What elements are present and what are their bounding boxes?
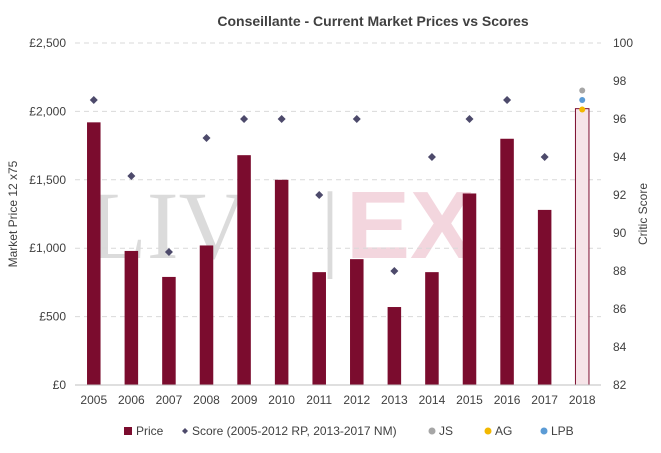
y2-tick-label: 92 xyxy=(613,188,627,202)
x-tick-label: 2013 xyxy=(381,393,408,407)
score-markers xyxy=(89,87,586,275)
price-bar-estimate xyxy=(574,108,590,386)
y-axis-label: Market Price 12 x75 xyxy=(6,160,20,267)
score-dot-ag xyxy=(579,106,586,113)
x-tick-label: 2007 xyxy=(156,393,183,407)
legend-label: AG xyxy=(495,424,512,438)
chart-title: Conseillante - Current Market Prices vs … xyxy=(217,13,528,29)
price-bar xyxy=(87,122,101,386)
price-bar xyxy=(274,179,289,385)
price-bars xyxy=(87,108,590,386)
legend-swatch-ag xyxy=(484,427,492,435)
y2-tick-label: 82 xyxy=(613,378,627,392)
x-tick-label: 2005 xyxy=(80,393,107,407)
price-bar xyxy=(462,193,477,385)
x-tick-label: 2015 xyxy=(456,393,483,407)
y2-tick-label: 98 xyxy=(613,74,627,88)
price-bar xyxy=(124,250,139,385)
price-bar xyxy=(387,307,402,385)
y-tick-label: £1,000 xyxy=(29,241,66,255)
legend-swatch-score xyxy=(182,428,188,434)
y2-tick-label: 90 xyxy=(613,226,627,240)
legend-swatch-lpb xyxy=(540,427,548,435)
legend-label: Score (2005-2012 RP, 2013-2017 NM) xyxy=(192,424,397,438)
score-marker xyxy=(127,172,136,180)
y-axis-right: 82 84 86 88 90 92 94 96 98 100 xyxy=(613,36,633,392)
y-axis-left: £0 £500 £1,000 £1,500 £2,000 £2,500 xyxy=(29,36,66,392)
legend-label: LPB xyxy=(551,424,574,438)
grid-lines xyxy=(75,42,601,318)
x-tick-label: 2010 xyxy=(268,393,295,407)
score-marker xyxy=(352,115,361,123)
legend-swatch-js xyxy=(428,427,436,435)
score-marker xyxy=(540,153,549,161)
x-tick-label: 2011 xyxy=(306,393,332,407)
score-marker xyxy=(315,191,324,199)
score-dot-js xyxy=(579,87,586,94)
x-tick-label: 2016 xyxy=(494,393,521,407)
x-tick-label: 2017 xyxy=(531,393,558,407)
price-bar xyxy=(537,209,552,385)
score-marker xyxy=(427,153,436,161)
score-marker xyxy=(390,267,399,275)
legend-label: JS xyxy=(439,424,453,438)
score-marker xyxy=(277,115,286,123)
y2-tick-label: 86 xyxy=(613,302,627,316)
y-tick-label: £1,500 xyxy=(29,173,66,187)
y-tick-label: £500 xyxy=(39,310,66,324)
score-marker xyxy=(240,115,249,123)
watermark-separator: | xyxy=(320,172,339,279)
score-marker xyxy=(89,96,98,104)
y2-tick-label: 96 xyxy=(613,112,627,126)
price-bar xyxy=(425,272,439,385)
price-bar xyxy=(312,272,326,385)
y-tick-label: £0 xyxy=(53,378,67,392)
watermark-right: EX xyxy=(346,172,474,279)
price-bar xyxy=(199,245,214,385)
y2-tick-label: 94 xyxy=(613,150,627,164)
score-marker xyxy=(503,96,512,104)
y-tick-label: £2,500 xyxy=(29,36,66,50)
x-tick-label: 2018 xyxy=(569,393,596,407)
price-bar xyxy=(350,259,364,385)
y2-axis-label: Critic Score xyxy=(636,183,650,245)
score-dot-lpb xyxy=(579,97,586,103)
score-marker xyxy=(164,248,173,256)
y2-tick-label: 88 xyxy=(613,264,627,278)
legend-label: Price xyxy=(136,424,164,438)
legend: Price Score (2005-2012 RP, 2013-2017 NM) J… xyxy=(124,424,574,438)
score-marker xyxy=(202,134,211,142)
legend-swatch-price xyxy=(124,427,132,435)
x-axis: 2005 2006 2007 2008 2009 2010 2011 2012 2013 2014… xyxy=(75,384,601,407)
y2-tick-label: 100 xyxy=(613,36,633,50)
y2-tick-label: 84 xyxy=(613,340,627,354)
x-tick-label: 2008 xyxy=(193,393,220,407)
score-marker xyxy=(465,115,474,123)
y-tick-label: £2,000 xyxy=(29,104,66,118)
watermark-left: LIV xyxy=(88,172,248,279)
watermark-logo: LIV | EX xyxy=(88,172,474,279)
x-tick-label: 2006 xyxy=(118,393,145,407)
price-bar xyxy=(500,138,514,385)
price-bar xyxy=(237,155,251,385)
x-tick-label: 2009 xyxy=(231,393,258,407)
x-tick-label: 2012 xyxy=(343,393,370,407)
price-bar xyxy=(162,276,176,385)
x-tick-label: 2014 xyxy=(419,393,446,407)
